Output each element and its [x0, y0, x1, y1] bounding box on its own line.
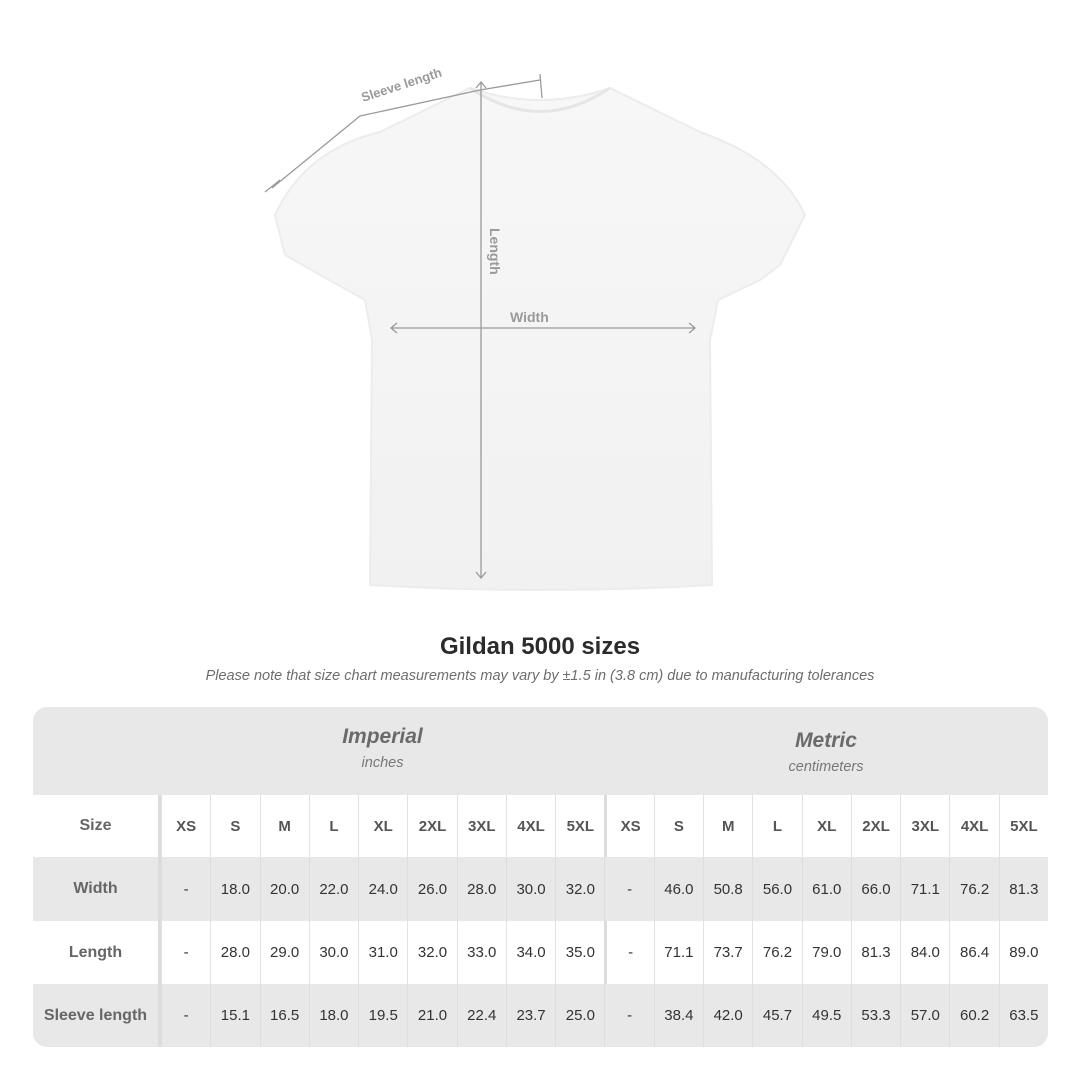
value-cell: 45.7 [752, 984, 801, 1047]
value-cell: 76.2 [752, 921, 801, 984]
value-cell: 61.0 [801, 857, 851, 921]
size-header-cell: L [308, 795, 358, 857]
tshirt-diagram: Sleeve length Length Width [264, 65, 807, 591]
value-cell: 16.5 [259, 984, 309, 1047]
value-cell: - [160, 921, 210, 984]
table-row: Length -28.0 29.0 30.0 31.0 32.0 33.0 34.0 35.0-… [33, 921, 1048, 984]
value-cell: 79.0 [801, 921, 851, 984]
value-cell: 76.2 [949, 857, 998, 921]
size-header-cell: 5XL [998, 795, 1048, 857]
value-cell: 35.0 [555, 921, 604, 984]
value-cell: 19.5 [358, 984, 407, 1047]
value-cell: 32.0 [555, 857, 604, 921]
size-header-cell: 2XL [407, 795, 456, 857]
value-cell: 49.5 [801, 984, 851, 1047]
size-header-cell: 3XL [456, 795, 506, 857]
value-cell: 81.3 [998, 857, 1048, 921]
value-cell: 30.0 [505, 857, 555, 921]
size-header-cell: XS [160, 795, 210, 857]
size-header-cell: 4XL [505, 795, 555, 857]
row-label: Sleeve length [33, 984, 161, 1047]
value-cell: 18.0 [210, 857, 259, 921]
value-cell: 33.0 [456, 921, 506, 984]
size-header-row: Size XS S M L XL 2XL 3XL 4XL 5XL XS S M L XL 2XL 3XL 4XL 5… [33, 795, 1048, 857]
size-header-cell: S [210, 795, 259, 857]
imperial-unit: inches [361, 755, 404, 771]
sleeve-length-label: Sleeve length [359, 65, 443, 105]
imperial-label: Imperial [342, 725, 423, 748]
value-cell: 46.0 [653, 857, 703, 921]
value-cell: 53.3 [850, 984, 900, 1047]
metric-unit: centimeters [788, 759, 864, 775]
value-cell: 73.7 [703, 921, 752, 984]
size-header-cell: XL [801, 795, 851, 857]
value-cell: 28.0 [210, 921, 259, 984]
size-header-cell: M [259, 795, 309, 857]
value-cell: 28.0 [456, 857, 506, 921]
size-header-cell: M [703, 795, 752, 857]
value-cell: 71.1 [653, 921, 703, 984]
value-cell: 63.5 [998, 984, 1048, 1047]
value-cell: - [604, 984, 653, 1047]
size-header-cell: L [752, 795, 801, 857]
value-cell: 26.0 [407, 857, 456, 921]
value-cell: 23.7 [505, 984, 555, 1047]
value-cell: 22.0 [308, 857, 358, 921]
value-cell: 57.0 [900, 984, 949, 1047]
value-cell: 15.1 [210, 984, 259, 1047]
size-header-cell: 4XL [949, 795, 998, 857]
size-header-cell: 3XL [900, 795, 949, 857]
value-cell: 42.0 [703, 984, 752, 1047]
value-cell: 22.4 [456, 984, 506, 1047]
size-table: Imperial inches Metric centimeters Size X… [33, 707, 1048, 1047]
length-label: Length [487, 228, 503, 275]
value-cell: 66.0 [850, 857, 900, 921]
value-cell: - [604, 921, 653, 984]
size-header-cell: 2XL [850, 795, 900, 857]
value-cell: - [604, 857, 653, 921]
value-cell: 32.0 [407, 921, 456, 984]
row-label: Width [33, 857, 161, 921]
value-cell: 34.0 [505, 921, 555, 984]
metric-header: Metric centimeters [604, 707, 1048, 795]
value-cell: - [160, 984, 210, 1047]
value-cell: 38.4 [653, 984, 703, 1047]
imperial-header: Imperial inches [161, 707, 604, 795]
value-cell: 71.1 [900, 857, 949, 921]
size-header-cell: XL [358, 795, 407, 857]
value-cell: 24.0 [358, 857, 407, 921]
value-cell: 21.0 [407, 984, 456, 1047]
metric-label: Metric [795, 729, 857, 752]
value-cell: 86.4 [949, 921, 998, 984]
value-cell: 30.0 [308, 921, 358, 984]
value-cell: - [160, 857, 210, 921]
row-label: Length [33, 921, 161, 984]
value-cell: 84.0 [900, 921, 949, 984]
value-cell: 29.0 [259, 921, 309, 984]
value-cell: 60.2 [949, 984, 998, 1047]
width-label: Width [510, 309, 549, 325]
tolerance-note: Please note that size chart measurements… [205, 668, 875, 684]
value-cell: 25.0 [555, 984, 604, 1047]
size-header-cell: S [653, 795, 703, 857]
value-cell: 89.0 [998, 921, 1048, 984]
size-header-cell: XS [604, 795, 653, 857]
page-title: Gildan 5000 sizes [439, 633, 641, 660]
row-label: Size [33, 795, 161, 857]
measurement-lines [264, 73, 697, 580]
value-cell: 20.0 [259, 857, 309, 921]
value-cell: 81.3 [850, 921, 900, 984]
value-cell: 18.0 [308, 984, 358, 1047]
table-row: Sleeve length -15.1 16.5 18.0 19.5 21.0 22.4 23… [33, 984, 1048, 1047]
value-cell: 50.8 [703, 857, 752, 921]
tshirt-shape [273, 86, 807, 591]
value-cell: 31.0 [358, 921, 407, 984]
table-row: Width -18.0 20.0 22.0 24.0 26.0 28.0 30.0 32.0-4… [33, 857, 1048, 921]
value-cell: 56.0 [752, 857, 801, 921]
size-header-cell: 5XL [555, 795, 604, 857]
